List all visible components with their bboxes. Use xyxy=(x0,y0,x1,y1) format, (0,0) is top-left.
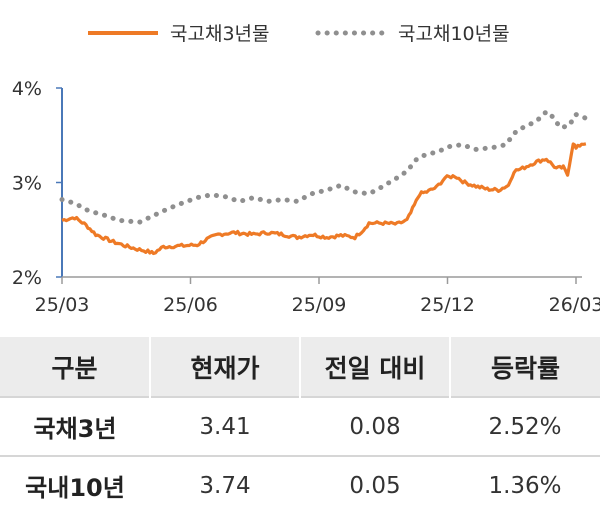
tick-labels: 2% 3% 4% 25/03 25/06 25/09 25/12 26/03 xyxy=(12,78,600,316)
row-label: 국내10년 xyxy=(0,455,150,514)
legend-label-10y: 국고채10년물 xyxy=(398,23,510,45)
x-tick-label: 25/09 xyxy=(292,294,347,316)
cell-daily-change: 0.05 xyxy=(300,455,450,514)
x-tick-label: 25/06 xyxy=(163,294,218,316)
header-change-rate: 등락률 xyxy=(449,337,600,397)
row-label: 국채3년 xyxy=(0,396,150,456)
table-row: 국내10년 3.74 0.05 1.36% xyxy=(0,455,600,514)
cell-current-price: 3.74 xyxy=(150,455,300,514)
x-tick-label: 26/03 xyxy=(549,294,600,316)
cell-daily-change: 0.08 xyxy=(300,396,450,456)
series-layer xyxy=(59,109,589,256)
legend-label-3y: 국고채3년물 xyxy=(170,23,270,45)
series-line-3y xyxy=(61,142,587,256)
header-current-price: 현재가 xyxy=(149,337,300,397)
legend: 국고채3년물 국고채10년물 xyxy=(88,23,510,45)
header-category: 구분 xyxy=(0,337,150,397)
axes xyxy=(56,87,582,284)
y-tick-label: 4% xyxy=(12,78,42,100)
rate-table: 구분 현재가 전일 대비 등락률 국채3년 3.41 0.08 2.52% 국내… xyxy=(0,337,600,514)
series-line-10y xyxy=(59,109,589,225)
x-tick-label: 25/03 xyxy=(35,294,90,316)
yield-line-chart: 국고채3년물 국고채10년물 2% 3% 4% 25/03 25/06 25/09 25/1… xyxy=(12,23,600,316)
y-tick-label: 2% xyxy=(12,267,42,289)
table-header-row: 구분 현재가 전일 대비 등락률 xyxy=(0,337,600,397)
cell-change-rate: 2.52% xyxy=(450,396,600,456)
x-tick-label: 25/12 xyxy=(420,294,475,316)
y-tick-label: 3% xyxy=(12,173,42,195)
cell-current-price: 3.41 xyxy=(150,396,300,456)
table-row: 국채3년 3.41 0.08 2.52% xyxy=(0,396,600,456)
header-daily-change: 전일 대비 xyxy=(299,337,450,397)
cell-change-rate: 1.36% xyxy=(450,455,600,514)
